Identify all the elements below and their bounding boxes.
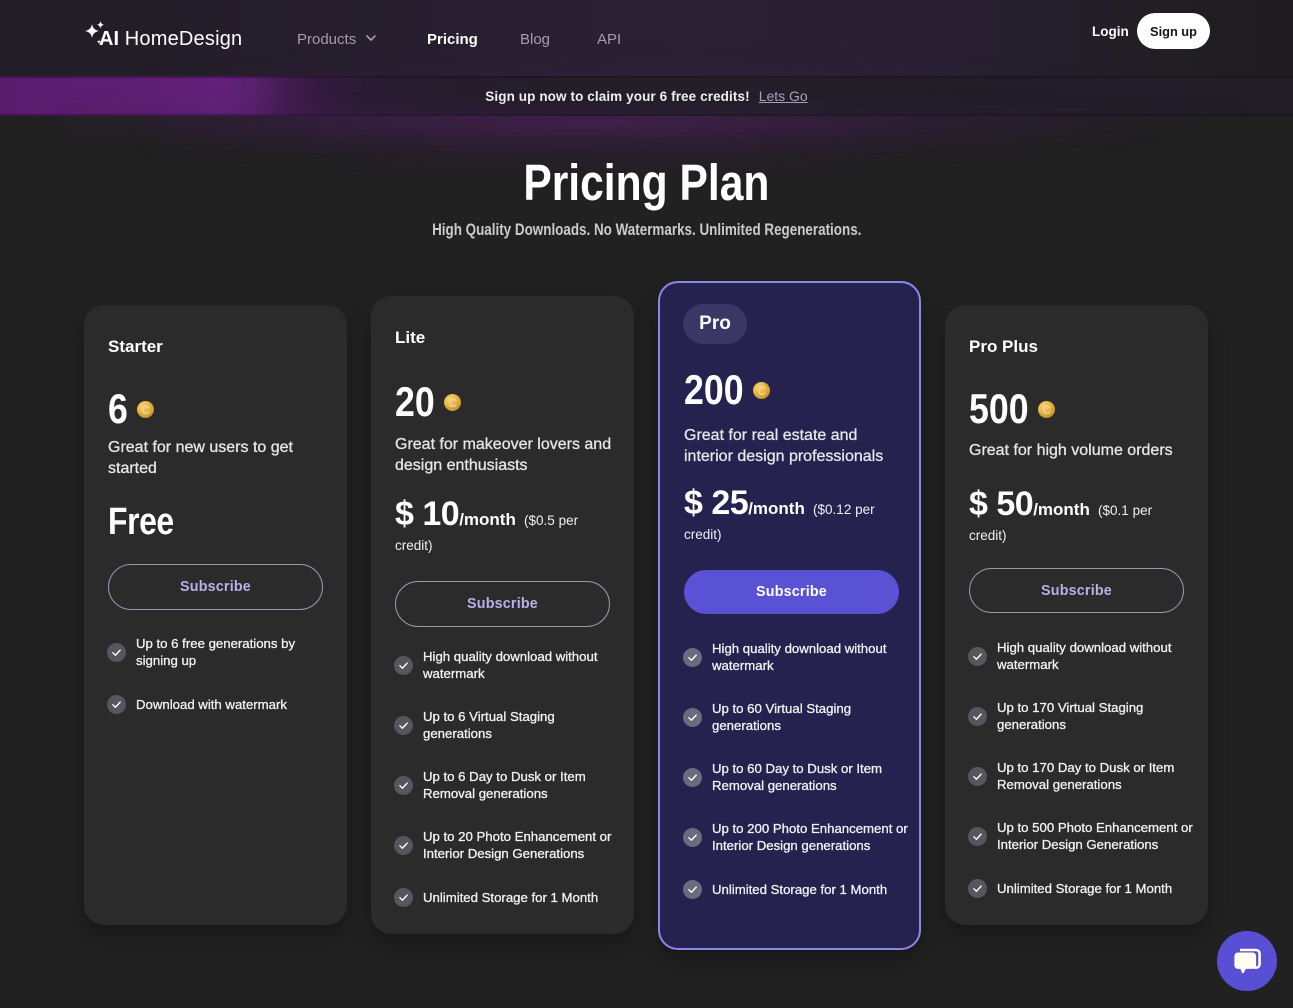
svg-text:C: C: [141, 403, 150, 417]
svg-text:C: C: [448, 396, 457, 410]
svg-text:C: C: [757, 384, 766, 398]
svg-text:C: C: [1042, 403, 1051, 417]
